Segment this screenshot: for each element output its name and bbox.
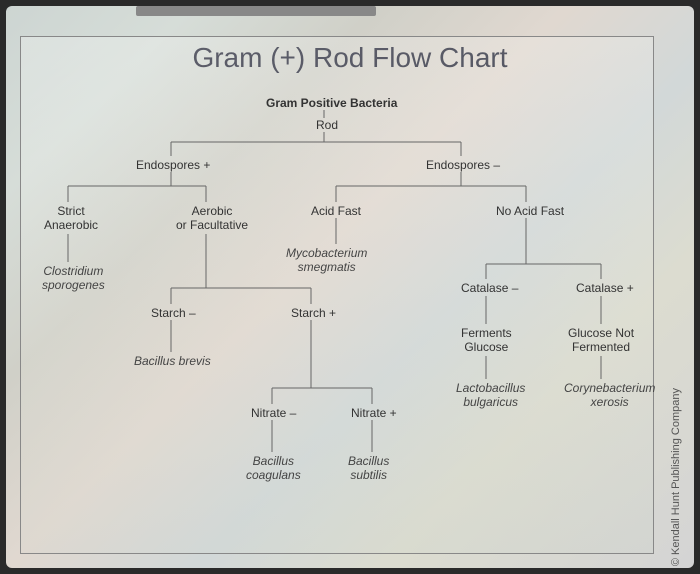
node-cat_pos: Catalase + — [576, 281, 634, 295]
node-gpb: Gram Positive Bacteria — [266, 96, 397, 110]
node-clost: Clostridiumsporogenes — [42, 264, 105, 293]
node-nitr_neg: Nitrate – — [251, 406, 296, 420]
copyright-text: © Kendall Hunt Publishing Company — [670, 388, 682, 566]
node-ferments: FermentsGlucose — [461, 326, 512, 355]
node-subt: Bacillussubtilis — [348, 454, 389, 483]
node-nitr_pos: Nitrate + — [351, 406, 397, 420]
node-gluc_not: Glucose NotFermented — [568, 326, 634, 355]
node-cat_neg: Catalase – — [461, 281, 518, 295]
node-strict: StrictAnaerobic — [44, 204, 98, 233]
node-rod: Rod — [316, 118, 338, 132]
node-starch_neg: Starch – — [151, 306, 196, 320]
node-aerobic: Aerobicor Facultative — [176, 204, 248, 233]
screen-frame: Gram (+) Rod Flow Chart Gram Positive Ba… — [6, 6, 694, 568]
node-endo_pos: Endospores + — [136, 158, 210, 172]
node-acidfast: Acid Fast — [311, 204, 361, 218]
node-brevis: Bacillus brevis — [134, 354, 211, 368]
node-coryne: Corynebacteriumxerosis — [564, 381, 655, 410]
node-endo_neg: Endospores – — [426, 158, 500, 172]
node-starch_pos: Starch + — [291, 306, 336, 320]
node-lacto: Lactobacillusbulgaricus — [456, 381, 525, 410]
flowchart-canvas: Gram Positive Bacteria Rod Endospores + End… — [6, 6, 694, 568]
node-coag: Bacilluscoagulans — [246, 454, 301, 483]
node-myco: Mycobacteriumsmegmatis — [286, 246, 367, 275]
node-noacid: No Acid Fast — [496, 204, 564, 218]
